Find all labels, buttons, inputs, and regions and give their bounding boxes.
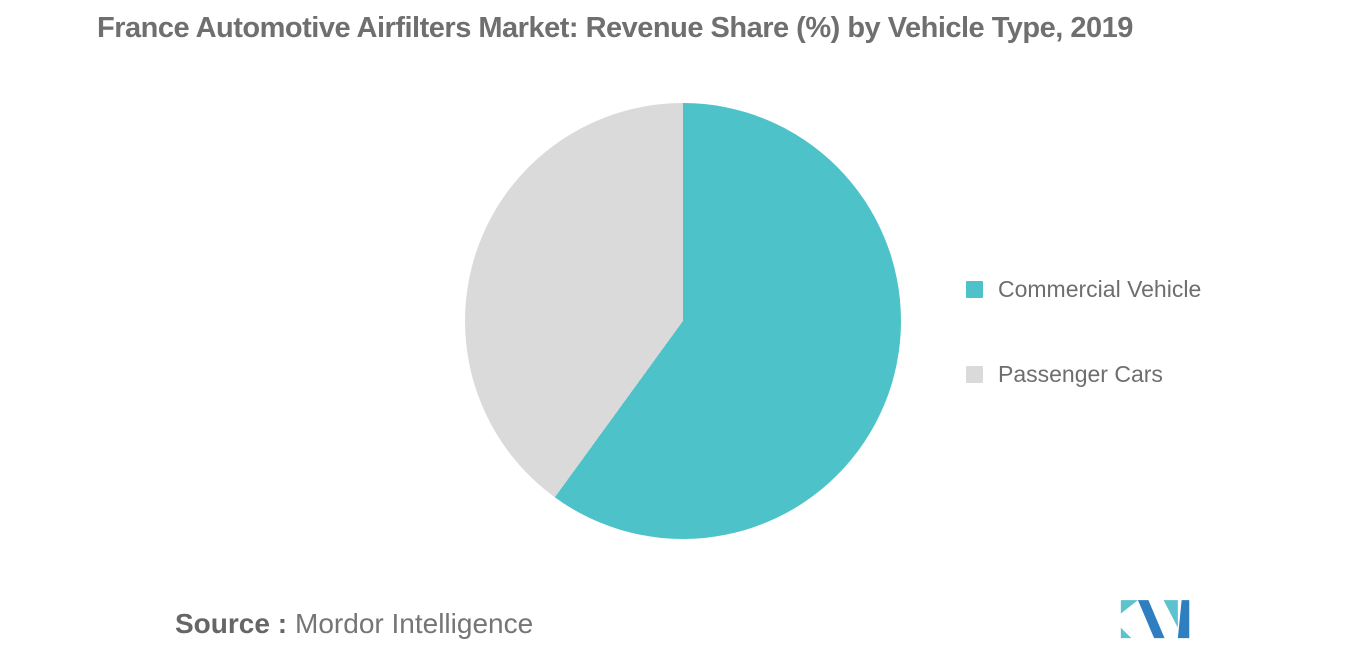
logo-diagonal-band bbox=[1137, 600, 1165, 639]
logo-right-bar bbox=[1177, 600, 1190, 639]
mordor-intelligence-logo bbox=[1120, 600, 1190, 639]
legend-swatch-commercial-vehicle bbox=[966, 281, 983, 298]
source-label: Source : bbox=[175, 608, 288, 639]
source-line: Source : Mordor Intelligence bbox=[175, 608, 533, 640]
legend-item: Passenger Cars bbox=[966, 361, 1201, 388]
legend-label-commercial-vehicle: Commercial Vehicle bbox=[998, 276, 1202, 302]
logo-top-left-triangle bbox=[1120, 600, 1138, 614]
logo-bottom-left-triangle bbox=[1120, 627, 1132, 639]
legend: Commercial Vehicle Passenger Cars bbox=[966, 276, 1201, 388]
logo-right-triangle bbox=[1163, 600, 1178, 628]
chart-title: France Automotive Airfilters Market: Rev… bbox=[97, 12, 1133, 44]
source-value: Mordor Intelligence bbox=[295, 608, 534, 639]
legend-label-passenger-cars: Passenger Cars bbox=[998, 361, 1163, 387]
legend-item: Commercial Vehicle bbox=[966, 276, 1201, 303]
legend-swatch-passenger-cars bbox=[966, 366, 983, 383]
pie-chart bbox=[465, 103, 901, 539]
